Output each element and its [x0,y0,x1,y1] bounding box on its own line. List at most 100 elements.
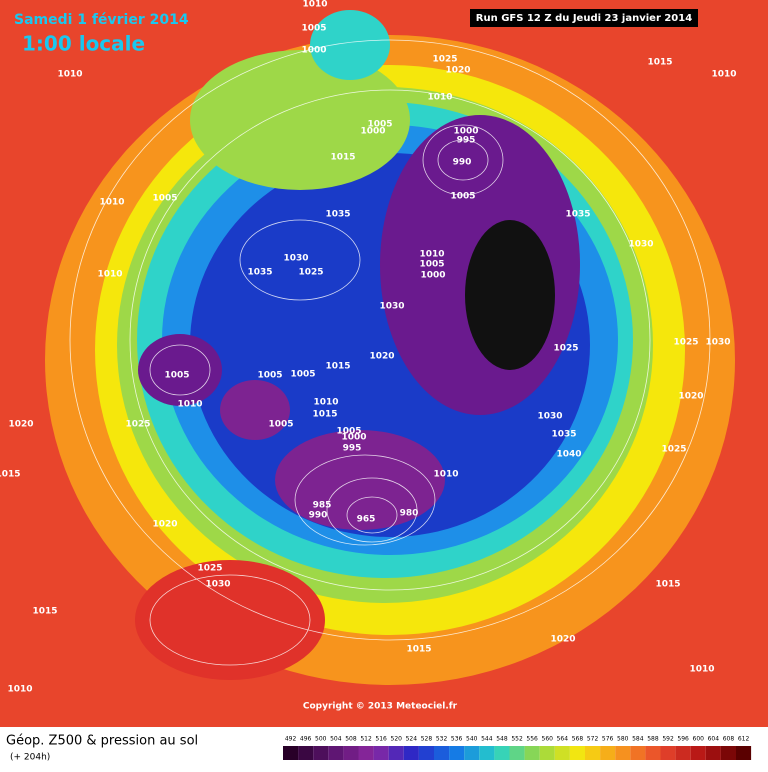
colorbar-swatch [554,746,570,760]
isobar-label: 990 [309,511,328,521]
colorbar-swatch [736,746,752,760]
field [465,220,555,370]
isobar-label: 1020 [152,520,177,530]
colorbar-label: 492 [285,736,297,743]
time: 1:00 locale [22,32,145,56]
colorbar-label: 588 [647,736,659,743]
isobar-label: 1005 [450,192,475,202]
isobar-label: 1015 [406,645,431,655]
colorbar-swatch [328,746,344,760]
isobar-label: 1015 [0,470,21,480]
isobar-label: 1020 [8,420,33,430]
colorbar-label: 580 [617,736,629,743]
isobar-label: 1010 [419,250,444,260]
isobar-label: 1005 [336,427,361,437]
colorbar-label: 500 [315,736,327,743]
isobar-label: 1015 [330,153,355,163]
field [190,50,410,190]
colorbar-swatch [705,746,721,760]
colorbar-label: 528 [421,736,433,743]
colorbar-swatch [675,746,691,760]
field [310,10,390,80]
colorbar-label: 552 [511,736,523,743]
isobar-label: 1030 [379,302,404,312]
isobar-label: 1005 [268,420,293,430]
isobar-label: 1000 [341,433,366,443]
isobar-label: 1025 [432,55,457,65]
colorbar-swatch [479,746,495,760]
colorbar-swatch [509,746,525,760]
isobar-label: 1010 [427,93,452,103]
isobar-label: 1000 [453,127,478,137]
legend-title: Géop. Z500 & pression au sol [6,734,198,749]
colorbar-swatch [690,746,706,760]
isobar-label: 1005 [290,370,315,380]
isobar-label: 1015 [325,362,350,372]
isobar-label: 1010 [689,665,714,675]
isobar-label: 1015 [32,607,57,617]
colorbar-swatch [615,746,631,760]
date: Samedi 1 février 2014 [14,12,189,28]
colorbar-label: 608 [723,736,735,743]
isobar-label: 1005 [257,371,282,381]
isobar-label: 1020 [369,352,394,362]
isobar-label: 1005 [152,194,177,204]
isobar-label: 1020 [678,392,703,402]
colorbar-label: 512 [360,736,372,743]
colorbar-swatch [403,746,419,760]
isobar-label: 1025 [553,344,578,354]
isobar-label: 1000 [360,127,385,137]
colorbar-label: 556 [526,736,538,743]
colorbar-swatch [720,746,736,760]
isobar-label: 1030 [705,338,730,348]
isobar-label: 1035 [325,210,350,220]
isobar-label: 1025 [673,338,698,348]
colorbar-label: 496 [300,736,312,743]
isobar-label: 1010 [97,270,122,280]
colorbar-label: 516 [375,736,387,743]
colorbar-label: 600 [693,736,705,743]
colorbar-label: 576 [602,736,614,743]
isobar-label: 985 [313,501,332,511]
colorbar-label: 612 [738,736,750,743]
colorbar-swatch [524,746,540,760]
colorbar-label: 564 [557,736,569,743]
field [135,560,325,680]
field [220,380,290,440]
run-label: Run GFS 12 Z du Jeudi 23 janvier 2014 [476,13,692,24]
colorbar-swatch [418,746,434,760]
colorbar-label: 504 [330,736,342,743]
field [275,430,445,530]
colorbar-swatch [388,746,404,760]
isobar-label: 965 [357,515,376,525]
isobar-label: 980 [400,509,419,519]
isobar-label: 1010 [57,70,82,80]
isobar-label: 1010 [99,198,124,208]
colorbar-label: 572 [587,736,599,743]
colorbar-label: 592 [662,736,674,743]
isobar-label: 1030 [205,580,230,590]
isobar-label: 1015 [647,58,672,68]
colorbar-label: 524 [406,736,418,743]
colorbar-swatch [660,746,676,760]
isobar-label: 1035 [551,430,576,440]
isobar-label: 1005 [301,24,326,34]
isobar-label: 1005 [367,120,392,130]
colorbar-label: 584 [632,736,644,743]
colorbar-swatch [373,746,389,760]
colorbar-label: 536 [451,736,463,743]
colorbar-swatch [434,746,450,760]
colorbar-swatch [539,746,555,760]
isobar-label: 1010 [302,0,327,10]
isobar-label: 1025 [661,445,686,455]
colorbar-swatch [343,746,359,760]
colorbar-swatch [585,746,601,760]
legend-subtitle: (+ 204h) [10,753,50,763]
isobar-label: 1000 [301,46,326,56]
isobar-label: 1010 [711,70,736,80]
isobar-label: 1030 [537,412,562,422]
isobar-label: 1000 [420,271,445,281]
colorbar-swatch [600,746,616,760]
isobar-label: 1010 [7,685,32,695]
